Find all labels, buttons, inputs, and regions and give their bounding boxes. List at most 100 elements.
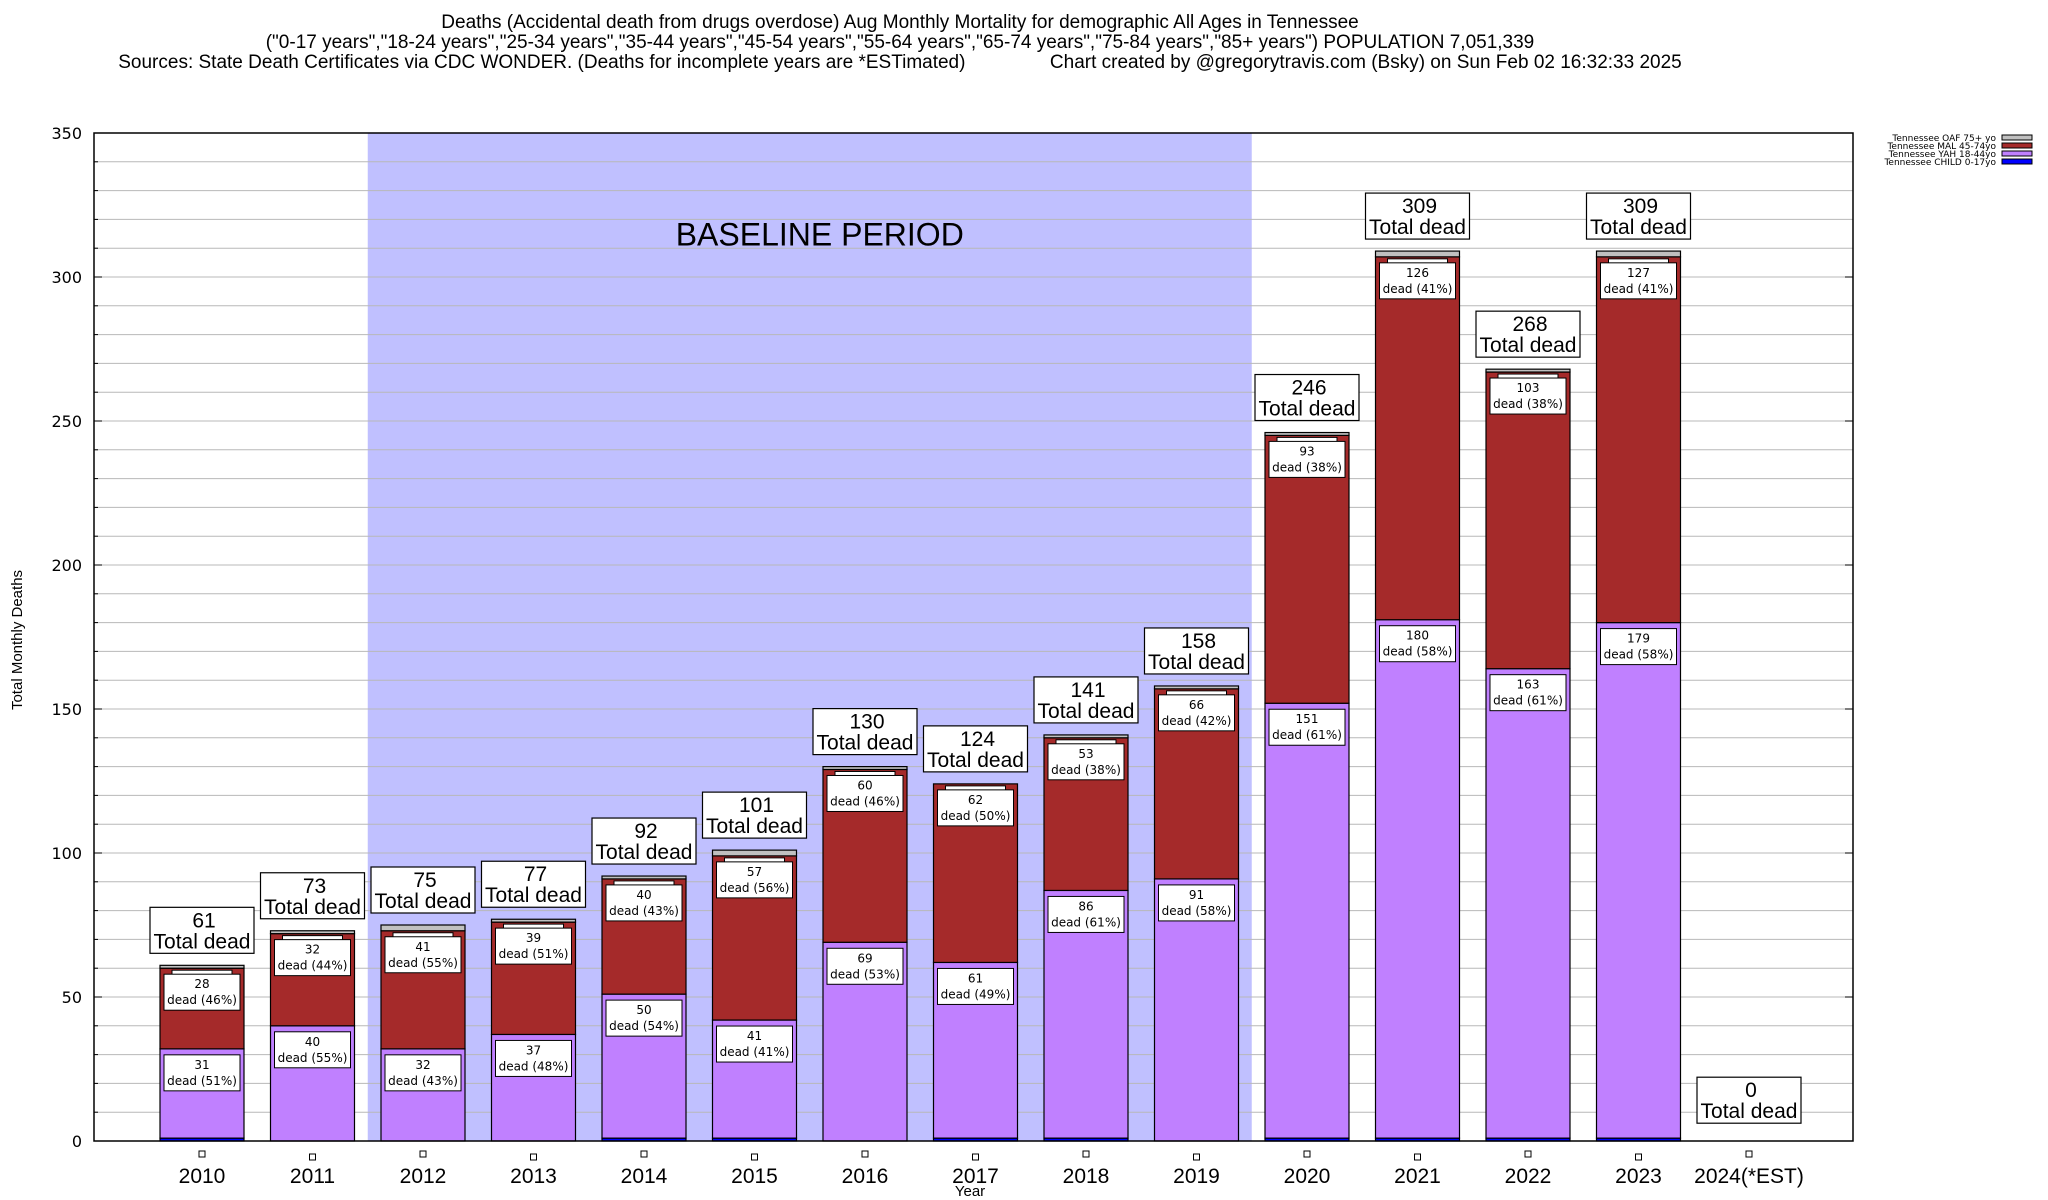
yah-label-count: 163 [1517, 678, 1540, 692]
x-tick-marker [1414, 1153, 1421, 1161]
total-label-box [1254, 373, 1360, 422]
y-tick-label: 350 [51, 124, 82, 143]
x-tick-label: 2015 [731, 1165, 778, 1188]
mal-label-box [495, 927, 572, 965]
bar-segment-yah [1264, 702, 1350, 1139]
yah-label-percent: dead (58%) [1604, 648, 1674, 662]
total-label-text: Total dead [1701, 1100, 1798, 1123]
mal-label-count: 93 [1299, 444, 1314, 458]
mal-label-percent: dead (46%) [167, 993, 237, 1007]
x-tick-label: 2018 [1063, 1165, 1110, 1188]
total-label-text: Total dead [264, 896, 361, 919]
x-tick-marker [419, 1150, 427, 1158]
yah-label-box [163, 1054, 241, 1092]
x-tick-marker [1524, 1150, 1532, 1158]
x-tick-label: 2024(*EST) [1694, 1165, 1804, 1188]
bar-segment-mal [1485, 371, 1571, 670]
yah-label-count: 61 [968, 971, 983, 985]
total-label-count: 309 [1402, 195, 1437, 218]
total-label-count: 309 [1623, 195, 1658, 218]
total-label-text: Total dead [485, 884, 582, 907]
yah-label-box [1600, 628, 1677, 666]
total-label-text: Total dead [927, 749, 1024, 772]
total-label-count: 61 [192, 909, 215, 932]
mal-label-box [384, 936, 462, 974]
total-label-box [1143, 627, 1250, 675]
bar-segment-oaf [269, 930, 356, 935]
yah-label-count: 32 [415, 1058, 430, 1072]
yah-label-count: 151 [1296, 712, 1319, 726]
total-label-box [701, 791, 808, 839]
yah-label-percent: dead (48%) [499, 1059, 569, 1073]
mal-label-count: 41 [415, 940, 430, 954]
mal-label-count: 53 [1078, 747, 1093, 761]
bar-stack-2021 [1374, 250, 1461, 1142]
x-tick-marker [861, 1150, 869, 1158]
yah-label-percent: dead (58%) [1383, 645, 1453, 659]
yah-label-percent: dead (49%) [941, 987, 1011, 1001]
bar-segment-yah [1374, 619, 1461, 1139]
yah-label-percent: dead (54%) [609, 1019, 679, 1033]
yah-label-box [495, 1039, 572, 1077]
mal-label-percent: dead (41%) [1604, 282, 1674, 296]
legend-label: Tennessee OAF 75+ yo [1891, 134, 1996, 144]
x-tick-marker [1193, 1153, 1200, 1161]
mal-label-box [274, 939, 351, 977]
bar-segment-yah [1485, 668, 1571, 1139]
yah-label-percent: dead (55%) [278, 1051, 348, 1065]
mal-label-count: 28 [194, 977, 209, 991]
yah-label-count: 37 [526, 1043, 541, 1057]
mal-label-box [1379, 262, 1456, 300]
x-tick-marker [309, 1153, 316, 1161]
total-label-count: 77 [524, 863, 547, 886]
x-tick-label: 2019 [1173, 1165, 1220, 1188]
yah-label-count: 86 [1078, 899, 1093, 913]
total-label-text: Total dead [375, 890, 472, 913]
y-tick-label: 0 [72, 1132, 82, 1151]
total-label-box [1696, 1076, 1802, 1124]
x-tick-label: 2013 [510, 1165, 557, 1188]
total-label-count: 268 [1512, 313, 1547, 336]
bar-segment-mal [1595, 256, 1682, 624]
mal-label-percent: dead (43%) [609, 904, 679, 918]
x-tick-label: 2022 [1505, 1165, 1552, 1188]
y-tick-label: 200 [51, 556, 82, 575]
x-tick-marker [1635, 1153, 1642, 1161]
yah-label-count: 50 [636, 1003, 651, 1017]
mal-label-count: 66 [1189, 698, 1204, 712]
x-tick-label: 2011 [290, 1165, 335, 1188]
x-tick-label: 2016 [842, 1165, 889, 1188]
total-label-box [259, 872, 366, 920]
mal-label-percent: dead (44%) [278, 959, 348, 973]
mal-label-count: 103 [1517, 381, 1540, 395]
chart-subtitle-sources: Sources: State Death Certificates via CD… [118, 52, 1682, 73]
total-label-box [1585, 192, 1692, 240]
x-tick-marker [640, 1150, 648, 1158]
legend-swatch [2001, 142, 2033, 149]
mal-label-box [605, 884, 683, 922]
yah-label-count: 69 [857, 951, 872, 965]
mal-label-percent: dead (38%) [1272, 460, 1342, 474]
total-label-count: 124 [960, 728, 995, 751]
total-label-text: Total dead [1148, 651, 1245, 674]
total-label-text: Total dead [596, 841, 693, 864]
mal-label-box [1489, 377, 1567, 415]
x-tick-label: 2020 [1284, 1165, 1331, 1188]
total-label-box [812, 707, 918, 756]
x-tick-marker [1303, 1150, 1311, 1158]
bar-segment-oaf [1595, 250, 1682, 258]
total-label-box [922, 725, 1029, 773]
x-tick-marker [530, 1153, 537, 1161]
total-label-count: 73 [303, 875, 326, 898]
x-tick-label: 2014 [621, 1165, 668, 1188]
total-label-text: Total dead [817, 732, 914, 755]
legend-label: Tennessee CHILD 0-17yo [1883, 158, 1996, 168]
bar-stack-2022 [1485, 368, 1571, 1142]
x-tick-label: 2012 [400, 1165, 447, 1188]
legend-label: Tennessee MAL 45-74yo [1886, 142, 1996, 152]
total-label-count: 0 [1745, 1079, 1757, 1102]
legend-swatch [2001, 158, 2033, 165]
mal-label-percent: dead (56%) [720, 881, 790, 895]
total-label-box [1364, 192, 1471, 240]
